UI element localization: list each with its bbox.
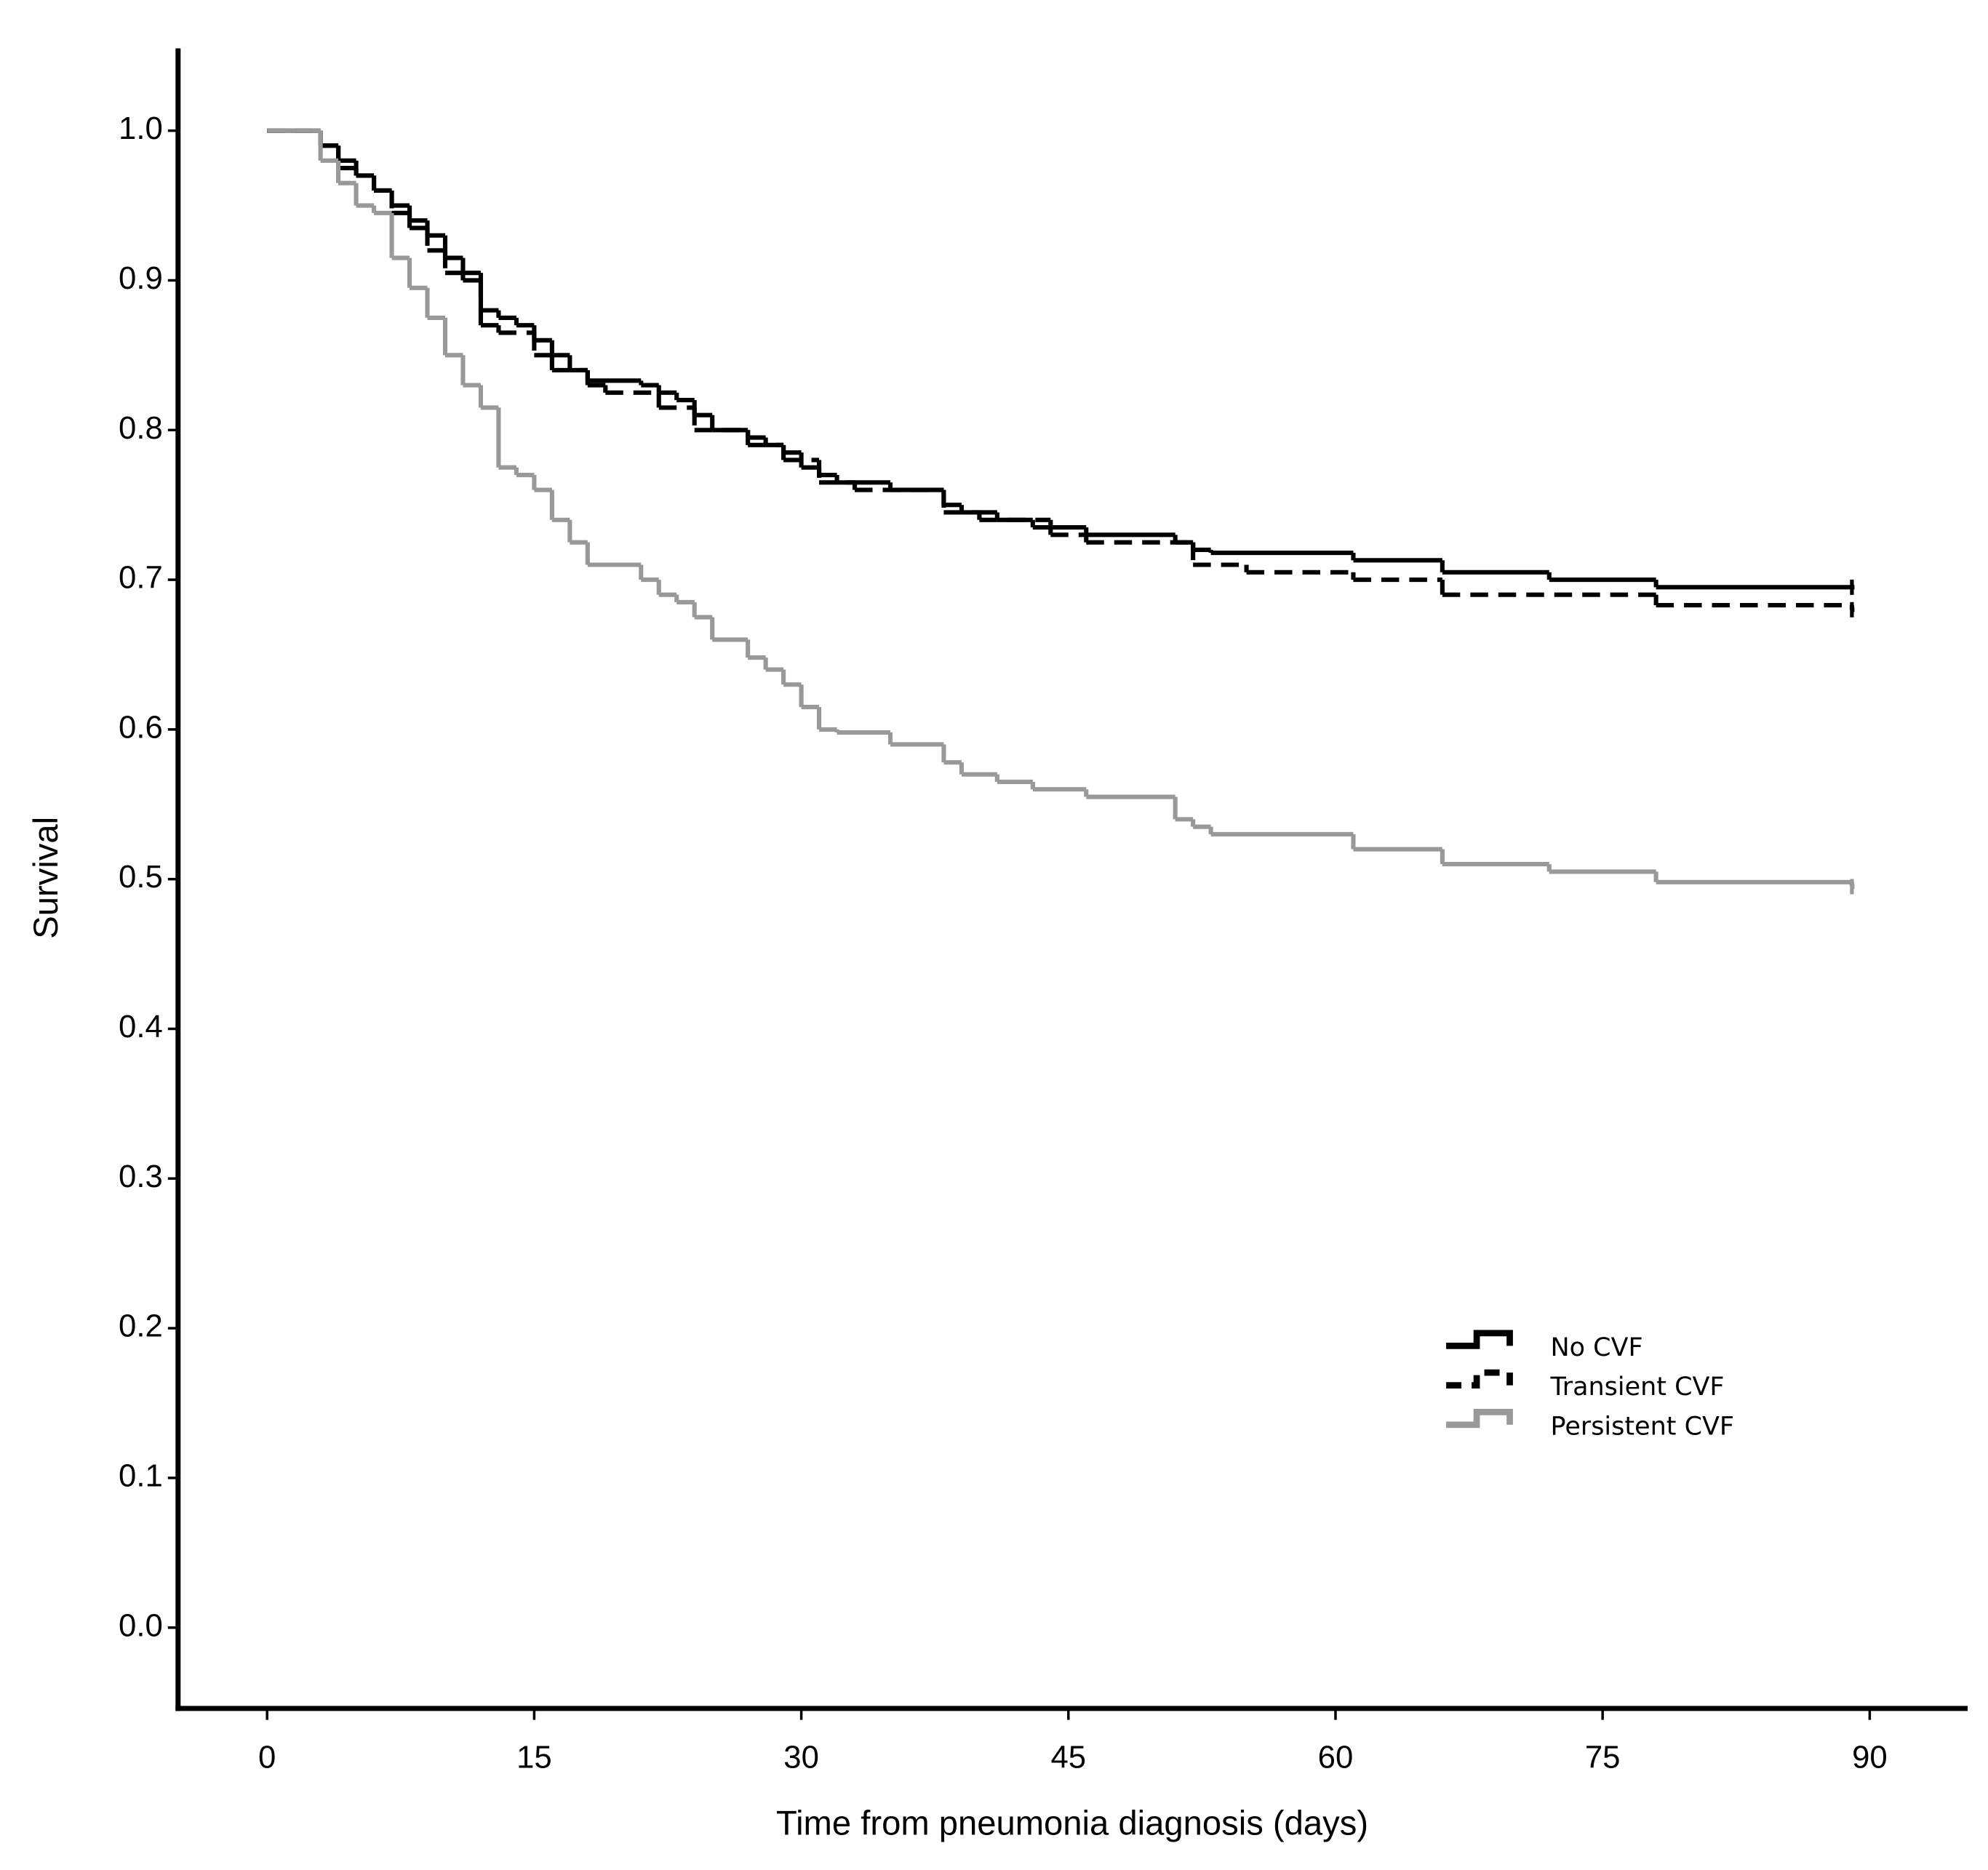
y-tick-label: 1.0 (119, 111, 163, 146)
y-tick-label: 0.5 (119, 859, 163, 895)
y-tick-label: 0.2 (119, 1308, 163, 1344)
legend-label: Transient CVF (1549, 1372, 1724, 1402)
y-tick-label: 0.8 (119, 410, 163, 446)
x-tick-label: 30 (783, 1739, 819, 1775)
y-tick-label: 0.1 (119, 1458, 163, 1493)
legend-swatch (1446, 1369, 1513, 1389)
x-tick-label: 90 (1852, 1739, 1888, 1775)
y-tick-label: 0.9 (119, 260, 163, 296)
legend-swatch (1446, 1330, 1513, 1349)
y-tick-label: 0.6 (119, 709, 163, 745)
x-tick-label: 60 (1318, 1739, 1354, 1775)
legend-swatch (1446, 1408, 1513, 1429)
y-tick-label: 0.0 (119, 1607, 163, 1643)
y-tick-label: 0.3 (119, 1159, 163, 1194)
y-tick-label: 0.4 (119, 1009, 163, 1044)
legend-label: Persistent CVF (1550, 1412, 1734, 1441)
x-tick-label: 75 (1585, 1739, 1621, 1775)
x-axis-title: Time from pneumonia diagnosis (days) (776, 1804, 1368, 1842)
x-tick-label: 45 (1050, 1739, 1086, 1775)
x-tick-label: 0 (258, 1739, 276, 1775)
legend-label: No CVF (1550, 1333, 1642, 1362)
y-tick-label: 0.7 (119, 560, 163, 596)
y-axis-title: Survival (27, 817, 65, 939)
x-tick-label: 15 (516, 1739, 552, 1775)
